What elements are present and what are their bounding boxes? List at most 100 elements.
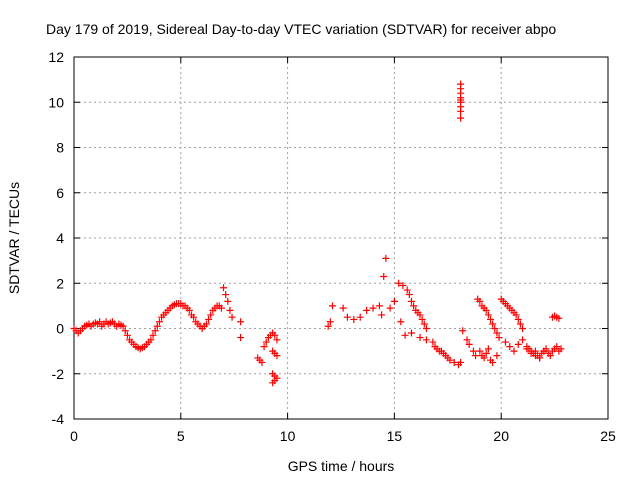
data-point	[512, 311, 520, 319]
data-point	[339, 304, 347, 312]
data-point	[457, 80, 465, 88]
data-point	[407, 297, 415, 305]
data-point	[382, 254, 390, 262]
data-point	[501, 338, 509, 346]
data-point	[422, 336, 430, 344]
data-point	[472, 352, 480, 360]
data-point	[420, 320, 428, 328]
data-point	[149, 331, 157, 339]
data-point	[228, 313, 236, 321]
data-point	[542, 345, 550, 353]
data-point	[416, 311, 424, 319]
x-tick-label: 0	[70, 428, 78, 444]
y-tick-label: 4	[56, 230, 64, 246]
data-point	[380, 272, 388, 280]
data-points	[70, 80, 565, 387]
data-point	[457, 358, 465, 366]
data-point	[476, 297, 484, 305]
grid	[74, 57, 608, 419]
data-point	[190, 313, 198, 321]
data-point	[519, 325, 527, 332]
data-point	[375, 302, 383, 310]
data-point	[237, 334, 245, 342]
data-point	[519, 336, 527, 344]
x-axis-label: GPS time / hours	[288, 458, 395, 474]
data-point	[350, 315, 358, 323]
data-point	[273, 352, 281, 360]
data-point	[328, 302, 336, 310]
data-point	[465, 340, 473, 348]
y-tick-labels: -4 -2 0 2 4 6 8 10 12	[48, 49, 64, 427]
y-axis-label: SDTVAR / TECUs	[6, 182, 22, 294]
y-tick-label: 12	[48, 49, 64, 65]
data-point	[271, 377, 279, 385]
x-tick-label: 15	[387, 428, 403, 444]
x-tick-label: 20	[493, 428, 509, 444]
data-point	[326, 318, 334, 326]
data-point	[410, 302, 418, 310]
data-point	[119, 322, 127, 330]
data-point	[546, 352, 554, 360]
data-point	[484, 311, 492, 319]
data-point	[390, 297, 398, 305]
data-point	[493, 329, 501, 337]
x-tick-label: 10	[280, 428, 296, 444]
chart-title: Day 179 of 2019, Sidereal Day-to-day VTE…	[46, 21, 556, 37]
data-point	[237, 318, 245, 326]
data-point	[363, 306, 371, 314]
y-tick-label: 2	[56, 275, 64, 291]
data-point	[123, 331, 131, 339]
data-point	[484, 345, 492, 353]
data-point	[403, 286, 411, 294]
y-tick-label: 10	[48, 94, 64, 110]
data-point	[476, 347, 484, 355]
data-point	[536, 354, 544, 362]
data-point	[489, 358, 497, 366]
data-point	[151, 327, 159, 335]
y-tick-label: 8	[56, 140, 64, 156]
data-point	[369, 304, 377, 312]
y-tick-label: 0	[56, 321, 64, 337]
y-tick-label: -4	[52, 411, 65, 427]
data-point	[491, 325, 499, 332]
data-point	[459, 327, 467, 335]
data-point	[429, 338, 437, 346]
data-point	[226, 306, 234, 314]
data-point	[155, 318, 163, 326]
data-point	[514, 340, 522, 348]
data-point	[397, 318, 405, 326]
data-point	[463, 336, 471, 344]
data-point	[489, 320, 497, 328]
data-point	[217, 304, 225, 312]
x-tick-label: 5	[177, 428, 185, 444]
data-point	[343, 313, 351, 321]
data-point	[207, 311, 215, 319]
data-point	[121, 327, 129, 335]
data-point	[469, 347, 477, 355]
data-point	[516, 320, 524, 328]
data-point	[557, 345, 565, 353]
data-point	[260, 343, 268, 351]
data-point	[480, 354, 488, 362]
data-point	[273, 336, 281, 344]
data-point	[457, 114, 465, 122]
data-point	[405, 291, 413, 299]
y-tick-label: -2	[52, 366, 65, 382]
data-point	[386, 304, 394, 312]
data-point	[407, 329, 415, 337]
data-point	[418, 315, 426, 323]
data-point	[356, 313, 364, 321]
x-tick-label: 25	[600, 428, 616, 444]
data-point	[324, 322, 332, 330]
data-point	[220, 284, 228, 292]
data-point	[555, 314, 563, 322]
x-tick-labels: 0 5 10 15 20 25	[70, 428, 616, 444]
data-point	[450, 358, 458, 366]
y-tick-label: 6	[56, 185, 64, 201]
data-point	[399, 282, 407, 290]
data-point	[202, 320, 210, 328]
data-point	[482, 306, 490, 314]
axis-ticks	[73, 56, 609, 420]
data-point	[416, 334, 424, 342]
